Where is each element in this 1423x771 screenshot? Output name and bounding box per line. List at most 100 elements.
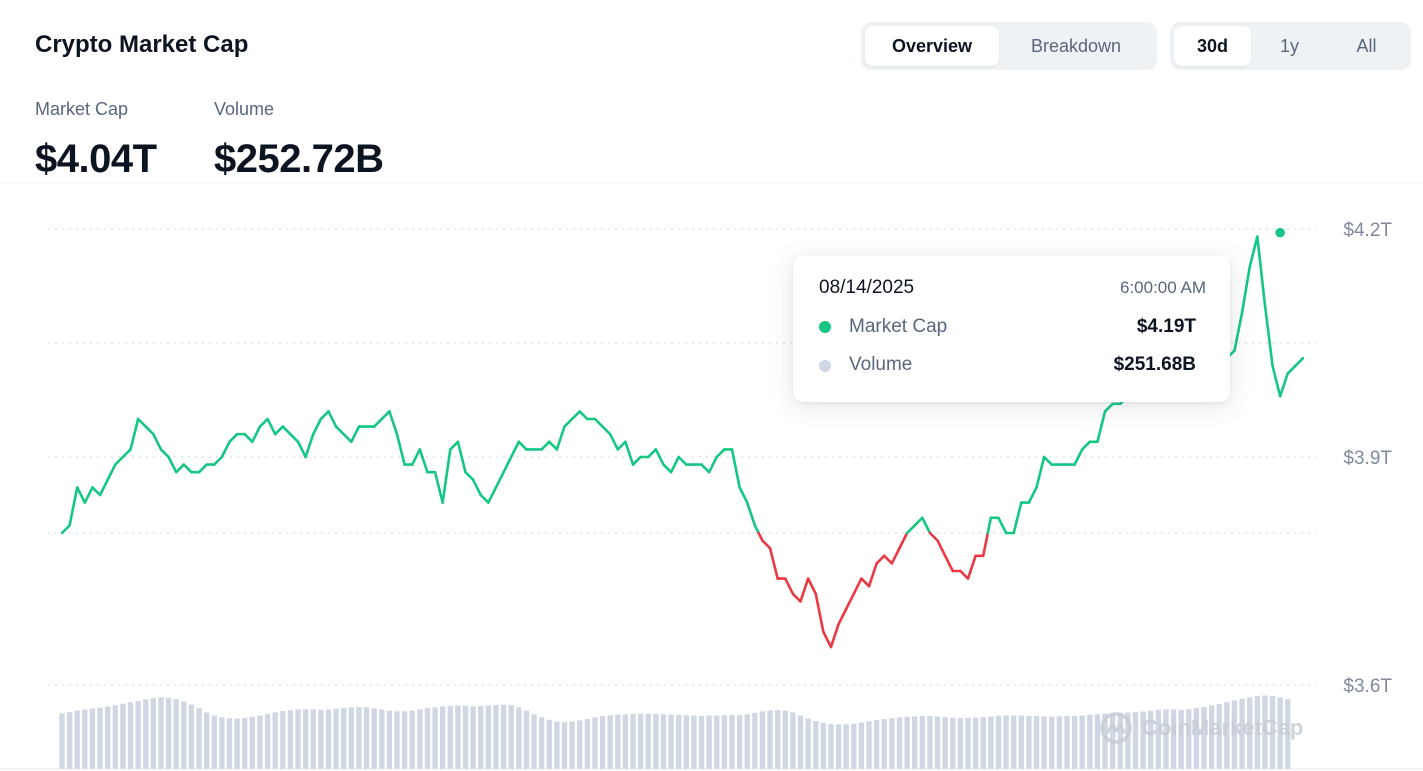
market-cap-segment xyxy=(631,455,642,466)
market-cap-segment xyxy=(738,486,749,504)
volume-bar xyxy=(592,717,598,769)
watermark-text: CoinMarketCap xyxy=(1142,715,1304,740)
volume-bar xyxy=(904,716,910,769)
volume-bar xyxy=(1170,709,1177,769)
market-cap-segment xyxy=(570,410,582,421)
range-30d[interactable]: 30d xyxy=(1174,26,1251,66)
volume-bar xyxy=(1125,712,1131,769)
volume-bar xyxy=(630,714,636,769)
volume-bar xyxy=(341,707,347,769)
market-cap-segment xyxy=(578,410,589,421)
market-cap-segment xyxy=(98,478,109,497)
volume-bar xyxy=(105,706,111,769)
market-cap-segment xyxy=(243,432,254,444)
volume-bar xyxy=(447,705,453,769)
volume-bar xyxy=(478,706,484,769)
volume-bar xyxy=(607,715,613,769)
volume-bar xyxy=(1231,700,1238,769)
volume-bar xyxy=(1102,713,1108,769)
market-cap-segment xyxy=(251,425,262,444)
volume-bar xyxy=(843,724,849,769)
market-cap-segment xyxy=(1012,501,1023,535)
volume-bar xyxy=(698,715,705,769)
tooltip-volume-value: $251.68B xyxy=(1113,354,1196,375)
volume-bar xyxy=(143,699,149,769)
volume-bar xyxy=(196,708,202,769)
volume-bar xyxy=(683,715,689,769)
market-cap-segment xyxy=(555,425,566,451)
market-cap-segment xyxy=(601,425,612,436)
tab-breakdown[interactable]: Breakdown xyxy=(1030,36,1122,56)
market-cap-segment xyxy=(1027,486,1038,504)
volume-bar xyxy=(1056,716,1063,769)
volume-bar xyxy=(927,716,933,769)
market-cap-segment xyxy=(75,486,87,504)
market-cap-segment xyxy=(936,539,947,558)
volume-bar xyxy=(1011,715,1017,769)
market-cap-segment xyxy=(1256,235,1267,307)
tooltip-market-cap-value: $4.19T xyxy=(1136,316,1196,337)
volume-bar xyxy=(523,710,530,769)
market-cap-segment xyxy=(1103,402,1114,413)
market-cap-segment xyxy=(1035,455,1046,489)
market-cap-segment xyxy=(844,592,856,611)
market-cap-segment xyxy=(837,607,848,626)
volume-bar xyxy=(988,716,994,769)
volume-bar xyxy=(135,700,141,769)
market-cap-segment xyxy=(761,539,772,550)
market-cap-segment xyxy=(1080,440,1092,451)
volume-bar xyxy=(455,705,461,769)
volume-bar xyxy=(257,715,263,769)
market-cap-segment xyxy=(898,531,909,550)
coinmarketcap-watermark: CoinMarketCap xyxy=(1098,710,1303,746)
volume-bar xyxy=(1216,703,1222,769)
volume-bar xyxy=(569,721,575,769)
volume-bar xyxy=(295,709,301,769)
volume-bar xyxy=(325,709,332,769)
volume-bar xyxy=(1026,715,1032,769)
volume-bar xyxy=(1079,715,1085,769)
tab-overview[interactable]: Overview xyxy=(865,26,999,66)
market-cap-segment xyxy=(966,554,977,580)
volume-bar xyxy=(386,710,393,769)
volume-bar xyxy=(980,717,986,769)
volume-bar xyxy=(401,711,408,769)
market-cap-segment xyxy=(212,455,224,466)
market-cap-segment xyxy=(1233,311,1244,352)
volume-bar xyxy=(691,715,697,769)
market-cap-segment xyxy=(487,486,498,504)
market-cap-segment xyxy=(624,440,635,466)
market-cap-segment xyxy=(113,455,125,466)
volume-bar xyxy=(1186,709,1192,769)
market-cap-segment xyxy=(456,440,467,474)
volume-bar xyxy=(1071,715,1078,769)
volume-bar xyxy=(736,715,743,769)
volume-bar xyxy=(173,699,179,769)
volume-bar xyxy=(957,717,964,769)
volume-bar xyxy=(965,717,971,769)
range-all[interactable]: All xyxy=(1356,36,1377,56)
volume-bar xyxy=(1178,709,1184,769)
volume-bar xyxy=(660,714,667,769)
volume-bar xyxy=(1285,699,1291,769)
volume-bar xyxy=(813,720,819,769)
volume-bar xyxy=(318,709,324,769)
range-1y[interactable]: 1y xyxy=(1279,36,1299,56)
volume-bar xyxy=(112,705,118,769)
volume-bar xyxy=(82,709,88,769)
volume-bar xyxy=(1132,712,1139,769)
market-cap-segment xyxy=(502,455,513,474)
volume-bar xyxy=(637,713,644,769)
market-cap-segment xyxy=(913,516,924,527)
volume-bar xyxy=(462,705,469,769)
volume-bar xyxy=(417,709,423,769)
volume-bar xyxy=(280,710,286,769)
y-tick-label: $3.9T xyxy=(1343,448,1392,469)
market-cap-segment xyxy=(700,463,711,474)
market-cap-segment xyxy=(517,440,528,451)
volume-bar xyxy=(1155,709,1161,769)
market-cap-segment xyxy=(68,486,79,527)
highlight-marker xyxy=(1273,226,1287,239)
volume-bar xyxy=(379,709,385,769)
